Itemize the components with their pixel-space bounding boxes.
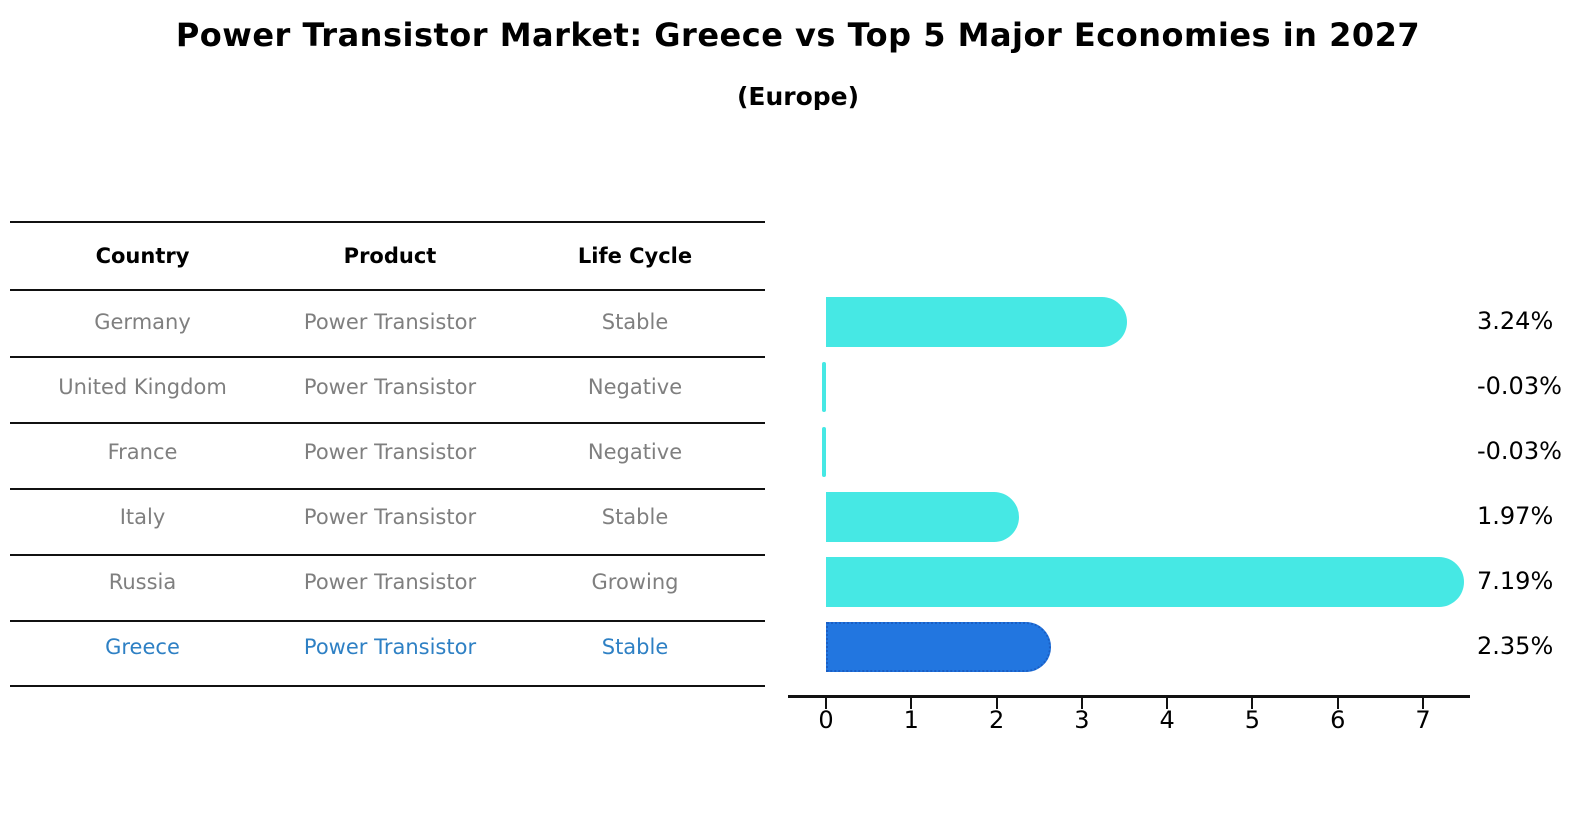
x-axis-tick-label: 4: [1159, 706, 1175, 734]
chart-subtitle: (Europe): [736, 82, 860, 111]
table-separator-line: [10, 289, 765, 291]
x-axis-tick-mark: [1166, 698, 1169, 709]
x-axis-tick-label: 7: [1415, 706, 1431, 734]
cell-product: Power Transistor: [303, 440, 477, 464]
x-axis-tick-label: 5: [1244, 706, 1261, 734]
x-axis-tick-mark: [995, 698, 998, 709]
bar-value-label: 2.35%: [1477, 632, 1554, 660]
column-header-product: Product: [343, 244, 437, 268]
x-axis-line: [788, 695, 1470, 698]
cell-country: Germany: [94, 310, 191, 334]
bar-france: [822, 427, 826, 477]
table-row-germany: Germany Power Transistor Stable: [10, 302, 765, 342]
bar-russia: [826, 557, 1465, 607]
table-separator-line: [10, 488, 765, 490]
x-axis-tick-mark: [910, 698, 913, 709]
table-separator-line: [10, 685, 765, 687]
column-header-life-cycle: Life Cycle: [577, 244, 693, 268]
x-axis-tick-mark: [825, 698, 827, 709]
cell-life-cycle: Negative: [587, 375, 683, 399]
bar-value-label: 7.19%: [1477, 567, 1554, 595]
bar-greece: [826, 622, 1052, 672]
table-row-france: France Power Transistor Negative: [10, 432, 765, 472]
x-axis-tick-label: 3: [1074, 706, 1090, 734]
bar-italy: [826, 492, 1020, 542]
cell-country: France: [107, 440, 178, 464]
cell-life-cycle: Negative: [587, 440, 683, 464]
table-separator-line: [10, 554, 765, 556]
table-row-russia: Russia Power Transistor Growing: [10, 562, 765, 602]
cell-life-cycle: Stable: [601, 635, 669, 659]
table-separator-line: [10, 221, 765, 223]
x-axis-tick-label: 2: [988, 706, 1005, 734]
table-separator-line: [10, 356, 765, 358]
column-header-country: Country: [95, 244, 190, 268]
bar-germany: [826, 297, 1128, 347]
bar-value-label: 1.97%: [1477, 502, 1554, 530]
x-axis-tick-label: 6: [1330, 706, 1346, 734]
cell-life-cycle: Growing: [591, 570, 679, 594]
table-row-united-kingdom: United Kingdom Power Transistor Negative: [10, 367, 765, 407]
x-axis-tick-mark: [1080, 698, 1083, 709]
table-header-row: Country Product Life Cycle: [10, 236, 765, 276]
x-axis-tick-label: 1: [903, 706, 919, 734]
cell-country: United Kingdom: [58, 375, 227, 399]
x-axis-tick-mark: [1336, 698, 1339, 709]
bar-value-label: -0.03%: [1477, 437, 1562, 465]
bar-value-label: 3.24%: [1477, 307, 1554, 335]
table-row-greece: Greece Power Transistor Stable: [10, 627, 765, 667]
table-row-italy: Italy Power Transistor Stable: [10, 497, 765, 537]
cell-country: Greece: [105, 635, 180, 659]
x-axis-tick-label: 0: [818, 706, 834, 734]
table-separator-line: [10, 620, 765, 622]
cell-product: Power Transistor: [303, 570, 477, 594]
table-separator-line: [10, 422, 765, 424]
cell-life-cycle: Stable: [601, 310, 669, 334]
x-axis-tick-mark: [1251, 698, 1254, 709]
bar-united-kingdom: [822, 362, 826, 412]
cell-country: Italy: [119, 505, 166, 529]
cell-product: Power Transistor: [303, 375, 477, 399]
bar-value-label: -0.03%: [1477, 372, 1562, 400]
x-axis-tick-mark: [1422, 698, 1425, 709]
cell-life-cycle: Stable: [601, 505, 669, 529]
cell-product: Power Transistor: [303, 310, 477, 334]
cell-product: Power Transistor: [303, 505, 477, 529]
cell-country: Russia: [108, 570, 177, 594]
chart-title: Power Transistor Market: Greece vs Top 5…: [175, 16, 1421, 54]
cell-product: Power Transistor: [303, 635, 477, 659]
